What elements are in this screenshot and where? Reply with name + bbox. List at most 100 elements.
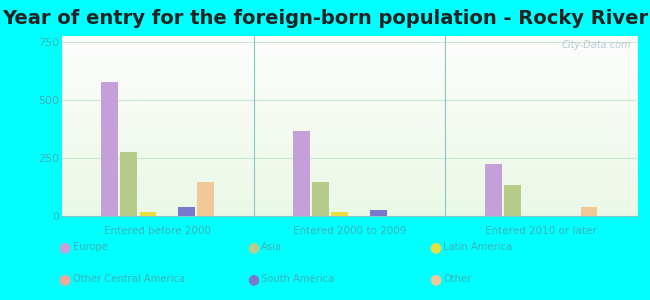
- Bar: [62, 184, 637, 185]
- Bar: [62, 211, 637, 212]
- Bar: [178, 207, 195, 216]
- Bar: [62, 121, 637, 122]
- Bar: [62, 155, 637, 157]
- Bar: [62, 126, 637, 128]
- Text: ●: ●: [58, 241, 71, 254]
- Bar: [62, 70, 637, 72]
- Bar: [62, 63, 637, 65]
- Bar: [62, 41, 637, 43]
- Bar: [62, 196, 637, 198]
- Bar: [62, 86, 637, 88]
- Bar: [62, 56, 637, 58]
- Bar: [62, 151, 637, 153]
- Bar: [62, 119, 637, 121]
- Bar: [62, 180, 637, 182]
- Bar: [62, 157, 637, 158]
- Bar: [62, 99, 637, 101]
- Bar: [62, 38, 637, 40]
- Bar: [62, 52, 637, 54]
- Bar: [312, 182, 329, 216]
- Bar: [62, 76, 637, 77]
- Bar: [62, 189, 637, 191]
- Bar: [62, 59, 637, 61]
- Bar: [62, 185, 637, 187]
- Bar: [293, 131, 310, 216]
- Text: Asia: Asia: [261, 242, 282, 253]
- Bar: [62, 94, 637, 95]
- Bar: [504, 184, 521, 216]
- Bar: [62, 148, 637, 149]
- Bar: [62, 171, 637, 173]
- Bar: [62, 43, 637, 45]
- Bar: [62, 202, 637, 203]
- Bar: [197, 182, 214, 216]
- Bar: [62, 214, 637, 216]
- Bar: [120, 152, 137, 216]
- Bar: [62, 176, 637, 178]
- Bar: [62, 131, 637, 133]
- Bar: [62, 169, 637, 171]
- Bar: [140, 212, 157, 216]
- Bar: [62, 164, 637, 166]
- Bar: [62, 198, 637, 200]
- Bar: [62, 166, 637, 167]
- Text: City-Data.com: City-Data.com: [562, 40, 631, 50]
- Bar: [62, 106, 637, 108]
- Text: Other: Other: [443, 274, 471, 284]
- Bar: [62, 187, 637, 189]
- Text: Other Central America: Other Central America: [73, 274, 185, 284]
- Bar: [62, 79, 637, 81]
- Text: Europe: Europe: [73, 242, 108, 253]
- Text: South America: South America: [261, 274, 335, 284]
- Text: Latin America: Latin America: [443, 242, 512, 253]
- Bar: [62, 81, 637, 83]
- Bar: [62, 160, 637, 162]
- Bar: [62, 103, 637, 104]
- Bar: [62, 205, 637, 207]
- Bar: [62, 97, 637, 99]
- Bar: [62, 45, 637, 47]
- Bar: [62, 47, 637, 49]
- Bar: [62, 88, 637, 90]
- Bar: [101, 82, 118, 216]
- Bar: [62, 182, 637, 184]
- Bar: [62, 95, 637, 97]
- Text: ●: ●: [247, 241, 259, 254]
- Bar: [62, 54, 637, 56]
- Text: ●: ●: [429, 272, 441, 286]
- Bar: [62, 137, 637, 139]
- Bar: [485, 164, 502, 216]
- Bar: [62, 162, 637, 164]
- Bar: [62, 108, 637, 110]
- Text: ●: ●: [247, 272, 259, 286]
- Bar: [62, 112, 637, 113]
- Bar: [62, 74, 637, 76]
- Bar: [62, 122, 637, 124]
- Bar: [62, 50, 637, 52]
- Bar: [62, 101, 637, 103]
- Bar: [62, 36, 637, 38]
- Bar: [62, 149, 637, 151]
- Bar: [62, 124, 637, 126]
- Bar: [62, 139, 637, 140]
- Bar: [62, 65, 637, 67]
- Bar: [62, 153, 637, 155]
- Bar: [62, 144, 637, 146]
- Bar: [62, 191, 637, 193]
- Bar: [62, 40, 637, 41]
- Text: ●: ●: [429, 241, 441, 254]
- Bar: [62, 133, 637, 135]
- Bar: [62, 167, 637, 169]
- Bar: [62, 72, 637, 74]
- Bar: [62, 140, 637, 142]
- Bar: [62, 113, 637, 115]
- Bar: [62, 49, 637, 50]
- Bar: [62, 92, 637, 94]
- Bar: [62, 209, 637, 211]
- Bar: [62, 142, 637, 144]
- Bar: [62, 158, 637, 160]
- Text: ●: ●: [58, 272, 71, 286]
- Bar: [62, 135, 637, 137]
- Text: Year of entry for the foreign-born population - Rocky River: Year of entry for the foreign-born popul…: [2, 9, 648, 28]
- Bar: [62, 61, 637, 63]
